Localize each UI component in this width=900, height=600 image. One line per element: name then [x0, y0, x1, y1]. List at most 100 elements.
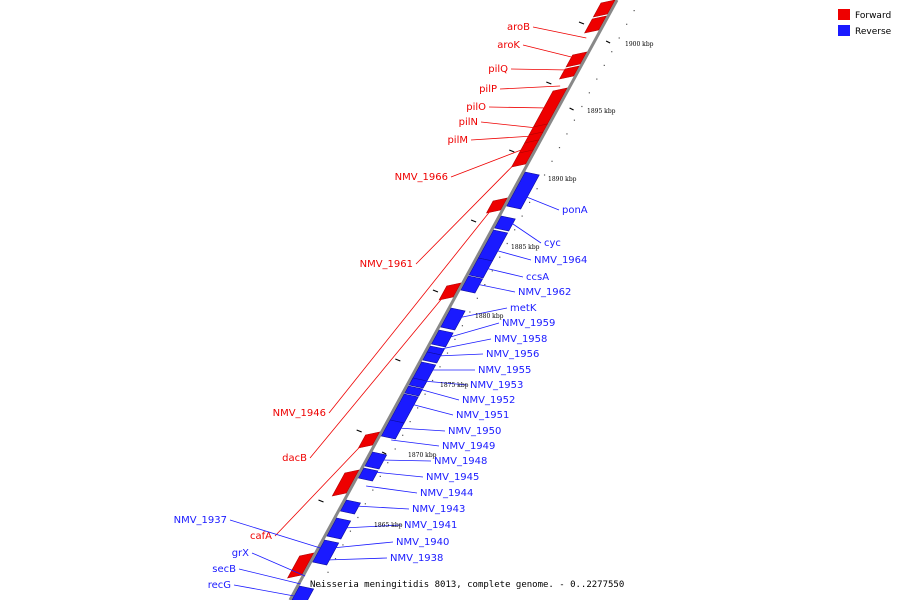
reverse-gene-label: secB — [212, 564, 236, 575]
reverse-leader-line — [457, 307, 508, 319]
reverse-gene-label: ccsA — [526, 272, 549, 283]
forward-gene-label: cafA — [250, 531, 272, 542]
minor-tick — [394, 448, 396, 450]
major-tick — [605, 40, 611, 44]
minor-tick — [357, 516, 359, 519]
forward-gene-block — [331, 469, 360, 497]
major-tick-left — [395, 358, 401, 362]
reverse-gene-label: NMV_1937 — [174, 515, 227, 526]
genome-backbone — [288, 0, 619, 600]
reverse-gene-label: NMV_1959 — [502, 318, 555, 329]
forward-gene-label: pilP — [479, 84, 497, 95]
minor-tick — [558, 147, 561, 149]
minor-tick — [581, 105, 583, 108]
reverse-leader-line — [355, 505, 410, 510]
reverse-gene-block — [506, 171, 540, 210]
tick-labels: 1900 kbp 1895 kbp 1890 kbp 1885 kbp 1880… — [374, 41, 654, 529]
forward-leader-line — [480, 121, 538, 129]
forward-gene-block — [287, 552, 315, 579]
minor-tick — [334, 558, 337, 560]
reverse-leader-line — [380, 459, 432, 462]
forward-leader-line — [450, 147, 527, 178]
minor-tick — [596, 78, 598, 80]
major-tick-left — [509, 149, 515, 153]
minor-tick — [342, 544, 344, 546]
forward-gene-block — [565, 51, 588, 68]
minor-tick — [409, 421, 411, 423]
minor-tick — [476, 297, 478, 299]
reverse-leader-line — [436, 353, 484, 357]
forward-gene-label: aroB — [507, 22, 530, 33]
minor-tick — [454, 338, 456, 340]
reverse-gene-block — [291, 585, 315, 600]
reverse-leader-line — [366, 485, 418, 494]
minor-tick — [573, 119, 576, 121]
forward-leader-line — [522, 44, 576, 59]
minor-tick — [611, 51, 613, 53]
reverse-gene-label: cyc — [544, 238, 561, 249]
forward-leader-line — [470, 135, 533, 141]
minor-tick — [469, 311, 471, 313]
minor-tick — [514, 229, 516, 231]
forward-gene-label: NMV_1946 — [273, 408, 326, 419]
minor-tick — [521, 215, 523, 217]
reverse-gene-label: NMV_1950 — [448, 426, 501, 437]
reverse-leader-line — [418, 388, 460, 401]
reverse-gene-label: NMV_1955 — [478, 365, 531, 376]
minor-ticks — [319, 10, 635, 587]
minor-tick — [439, 366, 441, 368]
minor-tick — [319, 585, 322, 587]
minor-tick — [372, 489, 374, 491]
minor-tick — [424, 393, 426, 395]
forward-leader-line — [510, 68, 569, 71]
minor-tick — [364, 503, 366, 505]
reverse-leader-line — [484, 267, 524, 278]
reverse-leader-line — [229, 519, 321, 549]
reverse-gene-block — [431, 329, 454, 348]
forward-gene-label: pilQ — [488, 64, 508, 75]
reverse-gene-label: NMV_1952 — [462, 395, 515, 406]
reverse-gene-block — [422, 351, 442, 364]
major-tick — [381, 451, 387, 455]
reverse-leader-line — [251, 552, 306, 577]
reverse-gene-label: NMV_1938 — [390, 553, 443, 564]
reverse-gene-label: NMV_1940 — [396, 537, 449, 548]
forward-leader-line — [488, 106, 549, 109]
legend-reverse-swatch — [838, 25, 850, 36]
minor-tick — [551, 160, 553, 162]
major-tick-left — [470, 219, 477, 223]
forward-gene-label: aroK — [497, 40, 520, 51]
minor-tick — [633, 10, 635, 12]
reverse-gene-label: NMV_1948 — [434, 456, 487, 467]
minor-tick — [431, 379, 434, 382]
reverse-gene-label: NMV_1964 — [534, 255, 587, 266]
minor-tick — [484, 284, 486, 286]
tick-label-1900: 1900 kbp — [625, 41, 654, 48]
reverse-gene-label: recG — [208, 580, 231, 591]
minor-tick — [327, 571, 329, 573]
reverse-gene-label: NMV_1944 — [420, 488, 473, 499]
genome-caption: Neisseria meningitidis 8013, complete ge… — [310, 580, 624, 590]
reverse-leader-line — [343, 524, 402, 529]
reverse-gene-block — [460, 275, 484, 294]
reverse-leader-line — [397, 427, 446, 432]
forward-gene-label: pilM — [447, 135, 468, 146]
reverse-leader-line — [440, 338, 492, 350]
major-tick-left — [546, 81, 552, 85]
reverse-leader-line — [423, 380, 468, 386]
forward-gene-block — [592, 0, 616, 18]
forward-leader-line — [532, 26, 587, 39]
minor-tick — [387, 462, 389, 464]
minor-tick — [379, 475, 381, 477]
reverse-leader-line — [238, 568, 301, 585]
reverse-gene-label: NMV_1953 — [470, 380, 523, 391]
reverse-gene-block — [408, 377, 428, 389]
forward-gene-label: NMV_1966 — [395, 172, 448, 183]
reverse-gene-label: NMV_1951 — [456, 410, 509, 421]
minor-tick — [461, 325, 464, 327]
gene-labels: aroB aroK pilQ pilP pilO pilN pilM NMV_1966 NMV_… — [174, 22, 588, 597]
tick-label-1885: 1885 kbp — [511, 244, 540, 251]
minor-tick — [603, 64, 605, 66]
minor-tick — [626, 23, 628, 25]
minor-tick — [491, 270, 493, 272]
